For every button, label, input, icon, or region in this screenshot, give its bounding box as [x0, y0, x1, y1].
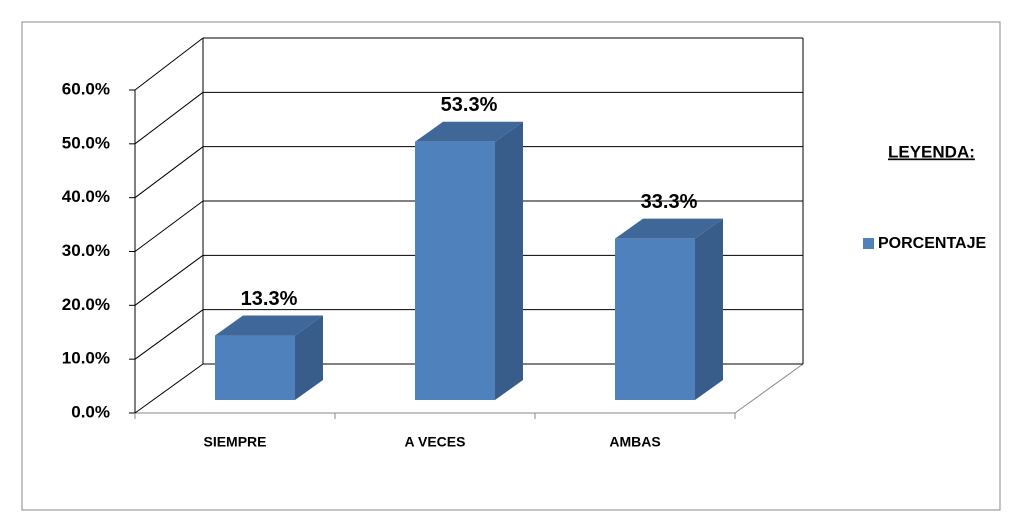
grid-line	[134, 146, 204, 199]
y-tick-label: 60.0%	[62, 79, 110, 98]
x-tick-label: AMBAS	[609, 434, 660, 450]
y-tick-label: 20.0%	[62, 295, 110, 314]
bar-side	[295, 315, 323, 400]
floor-edge	[734, 363, 804, 414]
bar	[615, 238, 695, 400]
bar-side	[695, 218, 723, 400]
value-label: 13.3%	[241, 288, 298, 310]
x-tick-label: A VECES	[405, 434, 466, 450]
value-label: 33.3%	[641, 191, 698, 213]
grid-line	[134, 200, 204, 252]
y-tick-label: 50.0%	[62, 133, 110, 152]
y-tick-label: 10.0%	[62, 349, 110, 368]
bar	[215, 335, 295, 400]
legend-label: PORCENTAJE	[878, 235, 986, 252]
bar-top	[415, 121, 523, 142]
x-tick-label: SIEMPRE	[203, 434, 266, 450]
bar	[415, 141, 495, 400]
bar-top	[615, 218, 723, 239]
y-tick-label: 0.0%	[71, 402, 110, 421]
grid-line	[134, 363, 204, 414]
bar-side	[495, 121, 523, 400]
y-tick-label: 40.0%	[62, 187, 110, 206]
value-label: 53.3%	[441, 94, 498, 116]
grid-line	[134, 309, 204, 360]
grid-line	[134, 254, 204, 306]
legend-title: LEYENDA:	[888, 142, 975, 161]
bar-top	[215, 315, 323, 336]
grid-line	[134, 91, 204, 145]
grid-line	[134, 37, 204, 91]
legend-swatch	[863, 238, 874, 249]
y-tick-label: 30.0%	[62, 241, 110, 260]
